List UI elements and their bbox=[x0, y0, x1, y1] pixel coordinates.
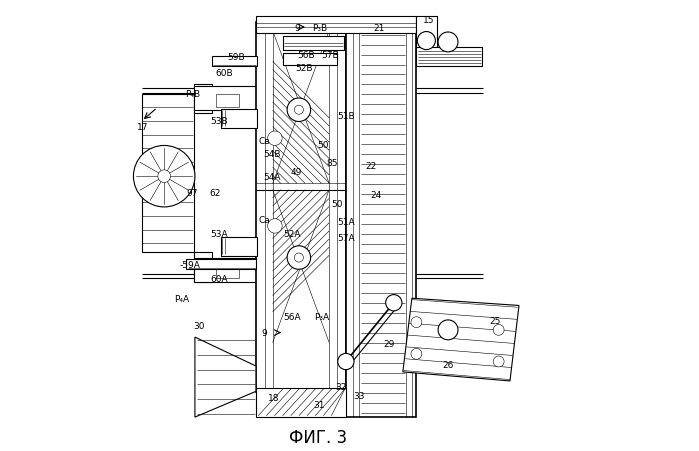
Text: 56B: 56B bbox=[298, 51, 315, 60]
Text: P₄A: P₄A bbox=[174, 294, 189, 303]
Text: 22: 22 bbox=[366, 161, 377, 170]
Circle shape bbox=[438, 320, 458, 340]
Text: 60A: 60A bbox=[210, 274, 228, 283]
Text: 17: 17 bbox=[137, 123, 148, 132]
Text: 60B: 60B bbox=[215, 69, 233, 78]
Bar bbox=[142, 95, 194, 253]
Text: 62: 62 bbox=[209, 189, 220, 198]
Text: 21: 21 bbox=[373, 23, 384, 32]
Bar bbox=[221, 110, 257, 129]
Text: 50: 50 bbox=[317, 141, 329, 150]
Text: -59A: -59A bbox=[180, 261, 201, 270]
Bar bbox=[417, 320, 482, 339]
Bar bbox=[417, 17, 437, 58]
Text: 52B: 52B bbox=[296, 64, 313, 73]
Text: 51A: 51A bbox=[337, 217, 354, 226]
Text: 15: 15 bbox=[423, 16, 434, 25]
Text: 9: 9 bbox=[261, 328, 268, 337]
Text: 49: 49 bbox=[291, 168, 302, 177]
Bar bbox=[186, 260, 256, 270]
Circle shape bbox=[268, 219, 282, 234]
Text: Cв: Cв bbox=[259, 136, 271, 145]
Bar bbox=[256, 23, 346, 392]
Bar bbox=[194, 253, 212, 282]
Text: 31: 31 bbox=[313, 400, 324, 410]
Text: 24: 24 bbox=[370, 190, 382, 199]
Text: ФИГ. 3: ФИГ. 3 bbox=[289, 428, 347, 446]
Bar bbox=[282, 37, 344, 51]
Bar bbox=[256, 17, 417, 34]
Bar bbox=[216, 95, 239, 107]
Circle shape bbox=[294, 106, 303, 115]
Text: 53A: 53A bbox=[210, 229, 228, 238]
Bar bbox=[194, 87, 257, 110]
Bar bbox=[346, 23, 416, 417]
Circle shape bbox=[493, 325, 504, 336]
Text: P₃B: P₃B bbox=[312, 23, 328, 32]
Bar bbox=[194, 84, 212, 114]
Text: 18: 18 bbox=[268, 393, 280, 402]
Circle shape bbox=[338, 354, 354, 370]
Circle shape bbox=[438, 33, 458, 53]
Bar bbox=[282, 54, 337, 65]
Text: 30: 30 bbox=[194, 321, 206, 330]
Circle shape bbox=[417, 32, 435, 51]
Text: 56A: 56A bbox=[283, 312, 301, 321]
Circle shape bbox=[268, 132, 282, 146]
Bar bbox=[194, 258, 257, 282]
Bar bbox=[256, 388, 346, 417]
Bar bbox=[216, 266, 239, 279]
Circle shape bbox=[386, 295, 402, 311]
Text: 29: 29 bbox=[384, 339, 395, 348]
Text: 97: 97 bbox=[187, 189, 198, 198]
Circle shape bbox=[287, 246, 310, 270]
Polygon shape bbox=[195, 337, 256, 417]
Circle shape bbox=[493, 356, 504, 367]
Circle shape bbox=[287, 99, 310, 122]
Polygon shape bbox=[403, 299, 519, 381]
Text: P₄B: P₄B bbox=[185, 89, 200, 98]
Circle shape bbox=[294, 253, 303, 262]
Text: Cа: Cа bbox=[259, 216, 271, 225]
Circle shape bbox=[134, 146, 195, 207]
Text: 54B: 54B bbox=[263, 150, 280, 159]
Text: 59B: 59B bbox=[226, 53, 245, 62]
Bar bbox=[221, 237, 257, 256]
Circle shape bbox=[411, 317, 421, 328]
Circle shape bbox=[158, 170, 171, 183]
Text: 52A: 52A bbox=[283, 229, 301, 238]
Text: 51B: 51B bbox=[337, 112, 354, 121]
Text: 85: 85 bbox=[326, 159, 338, 168]
Text: 54A: 54A bbox=[263, 172, 280, 181]
Text: 32: 32 bbox=[336, 382, 347, 391]
Text: 26: 26 bbox=[442, 360, 454, 369]
Text: 53B: 53B bbox=[210, 116, 228, 125]
Circle shape bbox=[411, 349, 421, 359]
Bar bbox=[212, 57, 257, 67]
Text: 57A: 57A bbox=[337, 234, 354, 243]
Text: 9: 9 bbox=[295, 23, 301, 32]
Text: 33: 33 bbox=[354, 391, 365, 400]
Text: 50: 50 bbox=[331, 199, 343, 208]
Text: P₃A: P₃A bbox=[314, 312, 329, 321]
Bar bbox=[417, 48, 482, 67]
Text: 25: 25 bbox=[489, 317, 500, 326]
Text: 57B: 57B bbox=[322, 51, 339, 60]
